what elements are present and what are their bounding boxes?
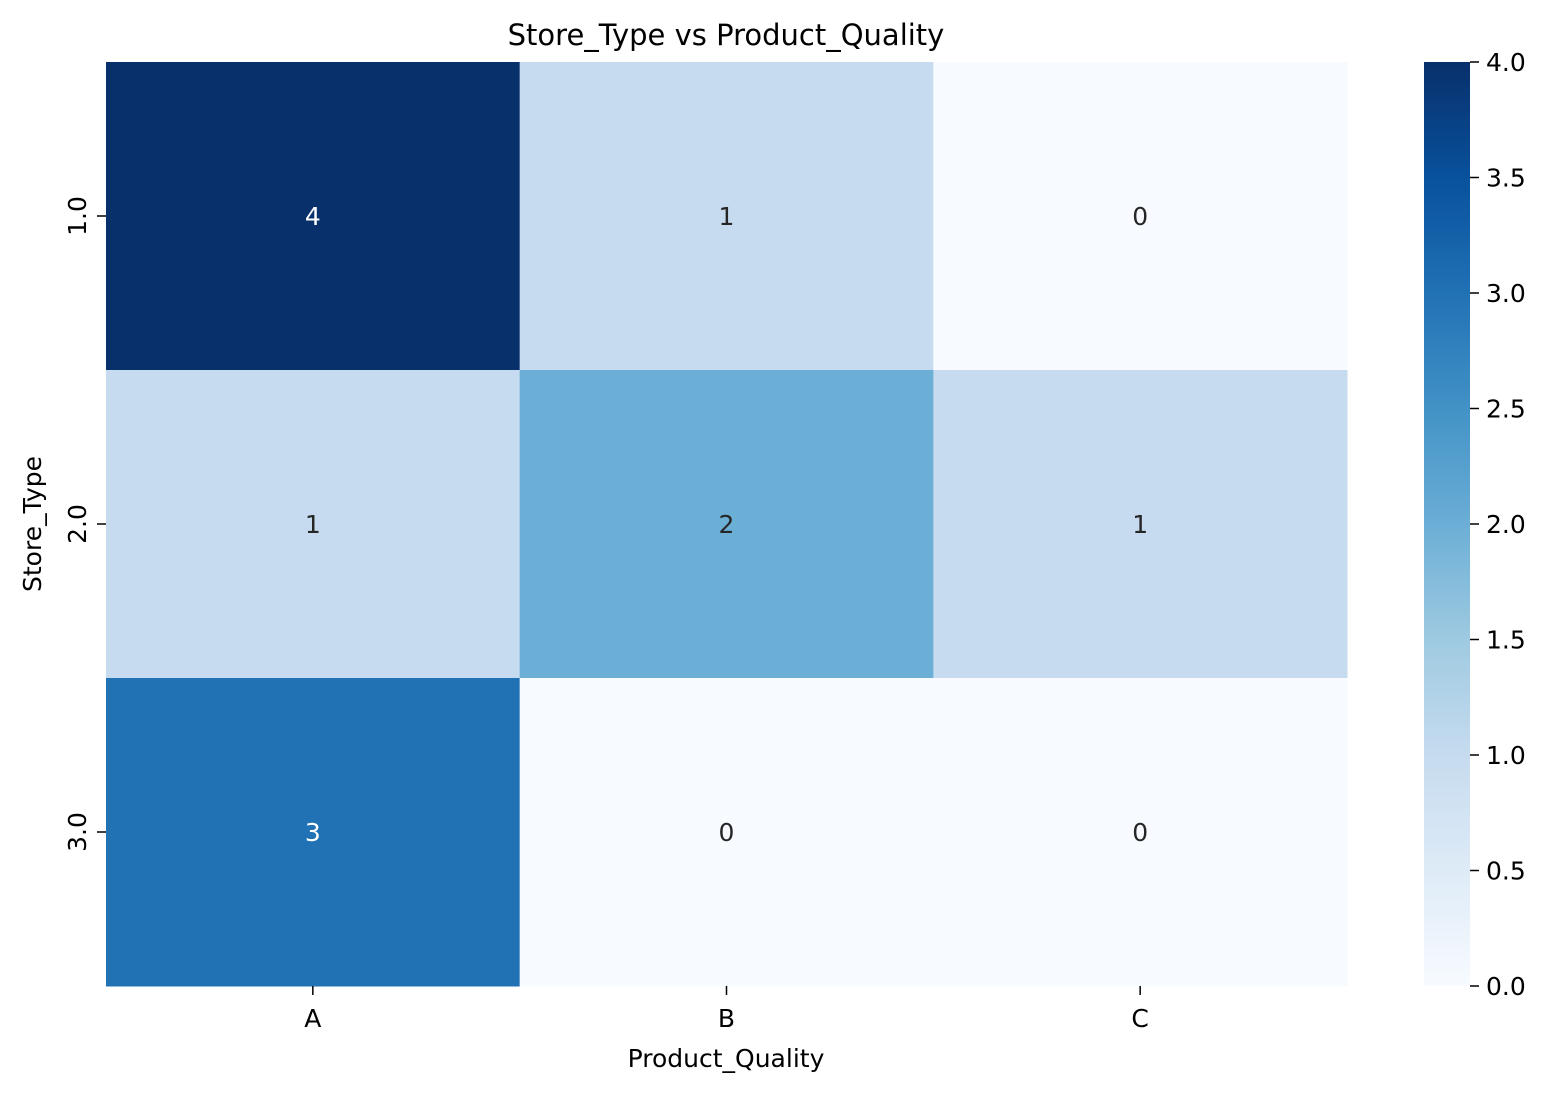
colorbar-tick-label: 0.5 [1486, 857, 1526, 886]
heatmap-cell [106, 62, 521, 371]
x-tick-label: A [304, 1004, 321, 1033]
colorbar-tick-label: 2.5 [1486, 395, 1526, 424]
heatmap-cell [933, 62, 1348, 371]
cell-annotation: 1 [1132, 510, 1148, 539]
colorbar: 0.0 0.5 1.0 1.5 2.0 2.5 3.0 3.5 4.0 [1424, 48, 1526, 1001]
cell-annotations: 4 1 0 1 2 1 3 0 0 [305, 202, 1148, 847]
x-tick-label: B [718, 1004, 735, 1033]
y-tick-label: 1.0 [63, 196, 92, 236]
cell-annotation: 1 [305, 510, 321, 539]
heatmap-cell [933, 370, 1348, 679]
y-tick-label: 3.0 [63, 812, 92, 852]
colorbar-tick-label: 3.0 [1486, 279, 1526, 308]
chart-title: Store_Type vs Product_Quality [508, 18, 945, 52]
x-axis-label: Product_Quality [628, 1044, 825, 1073]
cell-annotation: 2 [719, 510, 735, 539]
y-axis: 1.0 2.0 3.0 [63, 196, 106, 852]
colorbar-tick-label: 4.0 [1486, 48, 1526, 77]
cell-annotation: 0 [1132, 202, 1148, 231]
x-tick-label: C [1131, 1004, 1148, 1033]
cell-annotation: 3 [305, 818, 321, 847]
heatmap-cell [519, 62, 934, 371]
y-tick-label: 2.0 [63, 504, 92, 544]
colorbar-tick-label: 1.5 [1486, 626, 1526, 655]
y-axis-label: Store_Type [18, 456, 47, 592]
cell-annotation: 1 [719, 202, 735, 231]
cell-annotation: 4 [305, 202, 321, 231]
colorbar-tick-label: 2.0 [1486, 510, 1526, 539]
colorbar-tick-label: 0.0 [1486, 972, 1526, 1001]
colorbar-gradient [1424, 62, 1470, 986]
heatmap-cells [106, 62, 1348, 987]
heatmap-cell [106, 678, 521, 987]
x-axis: A B C [304, 986, 1149, 1033]
cell-annotation: 0 [719, 818, 735, 847]
colorbar-tick-label: 1.0 [1486, 741, 1526, 770]
colorbar-tick-label: 3.5 [1486, 164, 1526, 193]
heatmap-cell [933, 678, 1348, 987]
heatmap-cell [519, 370, 934, 679]
cell-annotation: 0 [1132, 818, 1148, 847]
heatmap-cell [519, 678, 934, 987]
heatmap-cell [106, 370, 521, 679]
